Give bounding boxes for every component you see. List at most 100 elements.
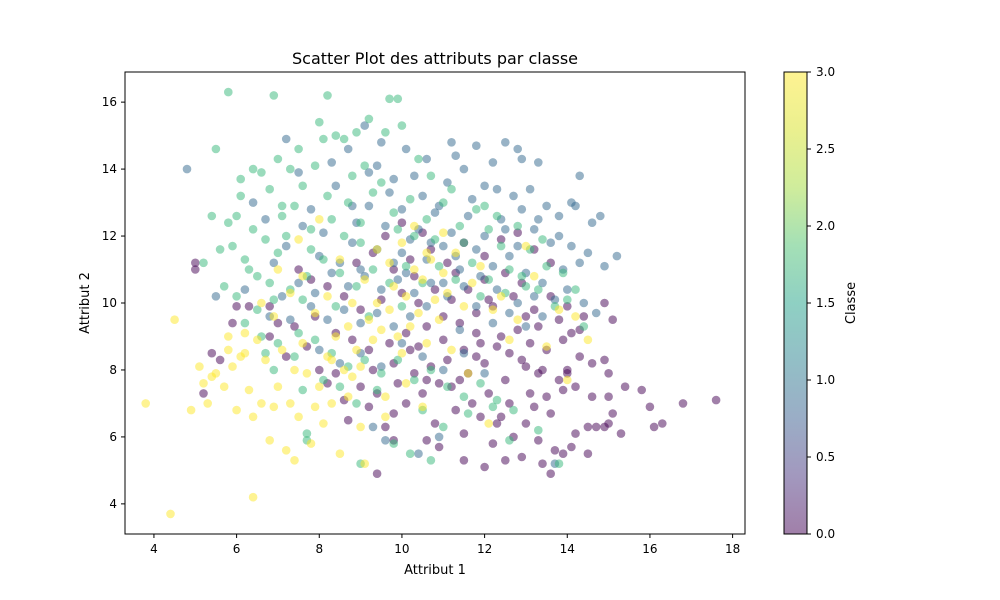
data-point-class-2 <box>410 231 419 241</box>
data-point-class-0 <box>658 419 667 428</box>
data-point-class-2 <box>517 271 527 281</box>
data-point-class-3 <box>269 312 279 321</box>
data-point-class-0 <box>455 318 465 328</box>
data-point-class-0 <box>529 402 539 412</box>
data-point-class-3 <box>335 255 345 264</box>
data-point-class-2 <box>261 235 270 244</box>
data-point-class-1 <box>306 302 316 311</box>
data-point-class-0 <box>265 332 275 341</box>
data-point-class-2 <box>224 87 233 97</box>
data-point-class-1 <box>612 251 622 261</box>
data-point-class-2 <box>306 225 316 234</box>
data-point-class-2 <box>232 292 241 301</box>
data-point-class-1 <box>240 285 250 294</box>
data-point-class-0 <box>492 419 502 428</box>
data-point-class-3 <box>505 335 514 345</box>
y-tick-label: 6 <box>109 430 117 444</box>
data-point-class-0 <box>401 399 411 408</box>
data-point-class-2 <box>269 365 279 375</box>
data-point-class-2 <box>451 275 461 284</box>
data-point-class-0 <box>587 359 597 368</box>
data-point-class-0 <box>600 422 609 432</box>
data-point-class-0 <box>505 348 514 358</box>
data-point-class-1 <box>306 205 316 214</box>
data-point-class-3 <box>542 342 551 351</box>
data-point-class-3 <box>583 335 593 345</box>
data-point-class-1 <box>248 198 258 207</box>
data-point-class-0 <box>364 345 374 355</box>
data-point-class-0 <box>315 365 324 375</box>
data-point-class-0 <box>521 362 531 371</box>
data-point-class-0 <box>393 379 403 388</box>
data-point-class-1 <box>356 318 365 328</box>
data-point-class-3 <box>331 332 341 341</box>
data-point-class-1 <box>443 178 452 187</box>
data-point-class-1 <box>418 352 427 361</box>
data-point-class-3 <box>401 379 411 388</box>
data-point-class-0 <box>480 251 489 261</box>
data-point-class-3 <box>315 215 324 224</box>
data-point-class-3 <box>269 402 279 412</box>
data-point-class-2 <box>199 258 208 268</box>
data-point-class-0 <box>459 456 469 465</box>
data-point-class-0 <box>583 422 593 432</box>
data-point-class-1 <box>480 231 489 241</box>
data-point-class-0 <box>525 389 535 398</box>
data-point-class-3 <box>348 298 357 308</box>
data-point-class-3 <box>298 338 308 348</box>
data-point-class-3 <box>443 288 452 298</box>
data-point-class-0 <box>567 328 576 338</box>
y-tick-label: 8 <box>109 363 117 377</box>
data-point-class-0 <box>496 235 506 244</box>
data-point-class-1 <box>298 221 308 231</box>
data-point-class-0 <box>405 345 415 355</box>
data-point-class-0 <box>554 375 564 385</box>
data-point-class-1 <box>488 318 498 328</box>
data-point-class-2 <box>496 241 506 251</box>
data-point-class-2 <box>277 201 287 211</box>
data-point-class-1 <box>323 315 332 325</box>
data-point-class-2 <box>319 134 328 144</box>
data-point-class-2 <box>343 198 353 207</box>
data-point-class-2 <box>377 369 386 378</box>
data-point-class-1 <box>418 191 427 201</box>
data-point-class-0 <box>521 312 531 321</box>
data-point-class-3 <box>281 446 291 455</box>
data-point-class-3 <box>484 419 494 428</box>
colorbar-label: Classe <box>844 282 859 324</box>
data-point-class-2 <box>319 255 328 264</box>
data-point-class-1 <box>397 338 407 348</box>
colorbar-tick-label: 3.0 <box>816 65 835 79</box>
data-point-class-3 <box>298 271 308 281</box>
data-point-class-0 <box>583 449 593 459</box>
data-point-class-0 <box>443 258 452 268</box>
data-point-class-2 <box>269 295 279 305</box>
data-point-class-1 <box>439 365 448 375</box>
data-point-class-1 <box>335 359 345 368</box>
colorbar-tick-label: 2.5 <box>816 142 835 156</box>
data-point-class-0 <box>281 352 291 361</box>
data-point-class-2 <box>492 211 502 221</box>
data-point-class-0 <box>343 415 353 425</box>
data-point-class-3 <box>261 355 270 365</box>
data-point-class-1 <box>554 231 564 241</box>
data-point-class-2 <box>542 261 551 271</box>
data-point-class-1 <box>377 362 386 371</box>
data-point-class-2 <box>414 154 423 164</box>
data-point-class-1 <box>455 325 465 335</box>
data-point-class-1 <box>546 238 555 247</box>
data-point-class-1 <box>360 121 370 130</box>
data-point-class-0 <box>385 338 394 348</box>
data-point-class-1 <box>339 305 349 315</box>
x-tick-label: 8 <box>315 542 323 556</box>
data-point-class-1 <box>414 449 423 459</box>
data-point-class-1 <box>517 154 527 164</box>
data-point-class-0 <box>492 342 502 351</box>
data-point-class-3 <box>401 292 411 301</box>
data-point-class-3 <box>286 399 295 408</box>
data-point-class-1 <box>563 285 572 294</box>
data-point-class-0 <box>455 375 465 385</box>
x-tick-label: 16 <box>642 542 657 556</box>
y-tick-label: 14 <box>102 162 117 176</box>
